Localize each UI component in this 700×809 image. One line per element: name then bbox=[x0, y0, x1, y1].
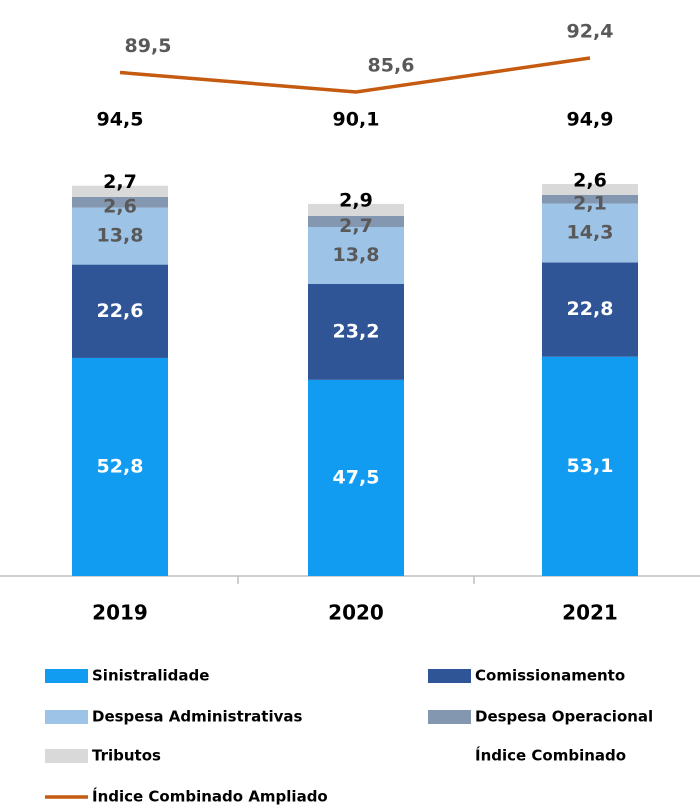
bar-segment bbox=[542, 194, 638, 204]
bar-segment bbox=[308, 227, 404, 285]
data-label: 92,4 bbox=[567, 21, 614, 43]
bar-segment bbox=[542, 356, 638, 576]
bar-segment bbox=[542, 262, 638, 357]
data-label: 14,3 bbox=[567, 222, 614, 244]
bar-segment bbox=[308, 215, 404, 228]
legend-swatch bbox=[45, 749, 88, 763]
legend-label: Tributos bbox=[92, 747, 161, 765]
x-tick-label: 2019 bbox=[92, 601, 148, 625]
x-tick-label: 2021 bbox=[562, 601, 618, 625]
bar-segment bbox=[542, 184, 638, 195]
data-label: 2,6 bbox=[573, 170, 607, 192]
data-label: 53,1 bbox=[567, 455, 614, 477]
data-label: 23,2 bbox=[333, 320, 380, 342]
legend-label: Índice Combinado Ampliado bbox=[92, 787, 328, 806]
data-label: 13,8 bbox=[97, 225, 144, 247]
data-label: 94,5 bbox=[97, 109, 144, 131]
data-label: 94,9 bbox=[567, 109, 614, 131]
legend-swatch bbox=[428, 669, 471, 683]
data-label: 2,9 bbox=[339, 189, 373, 211]
bar-segment bbox=[308, 284, 404, 380]
legend-swatch bbox=[45, 669, 88, 683]
data-label: 47,5 bbox=[333, 466, 380, 488]
data-label: 2,7 bbox=[339, 215, 373, 237]
data-label: 85,6 bbox=[368, 55, 415, 77]
legend-label: Despesa Administrativas bbox=[92, 708, 303, 726]
data-label: 22,6 bbox=[97, 300, 144, 322]
data-label: 90,1 bbox=[333, 109, 380, 131]
bar-segment bbox=[542, 203, 638, 263]
data-label: 13,8 bbox=[333, 244, 380, 266]
data-label: 2,7 bbox=[103, 171, 137, 193]
bar-segment bbox=[308, 203, 404, 216]
legend-label: Índice Combinado bbox=[475, 746, 626, 765]
data-label: 2,6 bbox=[103, 196, 137, 218]
bar-segment bbox=[72, 264, 168, 358]
legend-label: Comissionamento bbox=[475, 667, 625, 685]
bar-segment bbox=[72, 196, 168, 208]
bar-segment bbox=[72, 357, 168, 576]
data-label: 89,5 bbox=[125, 35, 172, 57]
legend-swatch bbox=[428, 710, 471, 724]
legend-label: Sinistralidade bbox=[92, 667, 209, 685]
line-series bbox=[119, 56, 591, 94]
bar-segment bbox=[308, 379, 404, 576]
x-tick-label: 2020 bbox=[328, 601, 384, 625]
data-label: 52,8 bbox=[97, 455, 144, 477]
bar-segment bbox=[72, 207, 168, 265]
data-label: 2,1 bbox=[573, 193, 607, 215]
data-label: 22,8 bbox=[567, 298, 614, 320]
bar-segment bbox=[72, 185, 168, 197]
legend-swatch bbox=[45, 710, 88, 724]
legend-label: Despesa Operacional bbox=[475, 708, 653, 726]
